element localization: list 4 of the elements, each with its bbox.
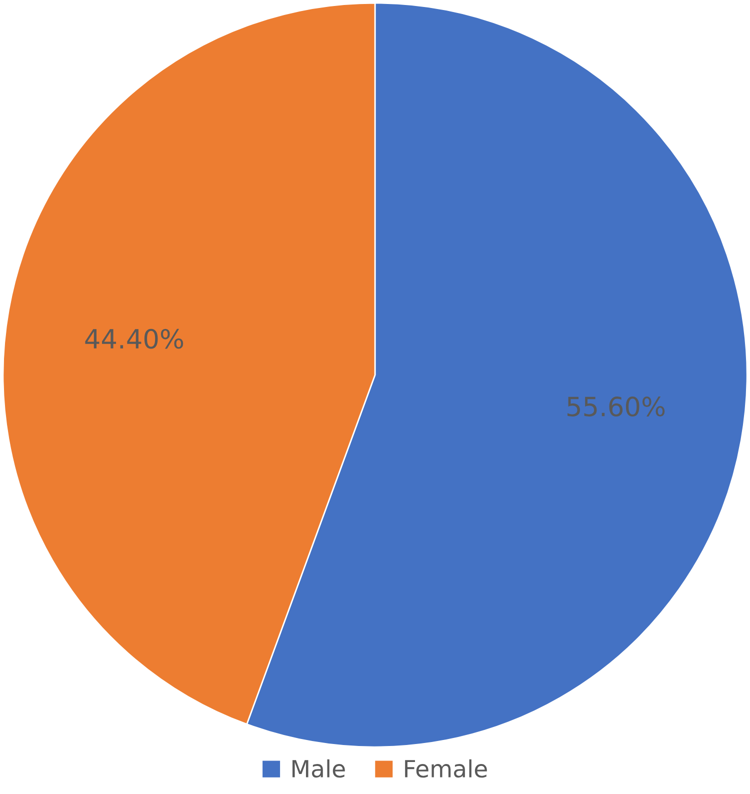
data-label: 55.60% [567, 396, 665, 417]
legend-label: Male [292, 759, 345, 778]
data-label: 44.40% [85, 328, 184, 349]
legend-label: Female [405, 759, 487, 778]
